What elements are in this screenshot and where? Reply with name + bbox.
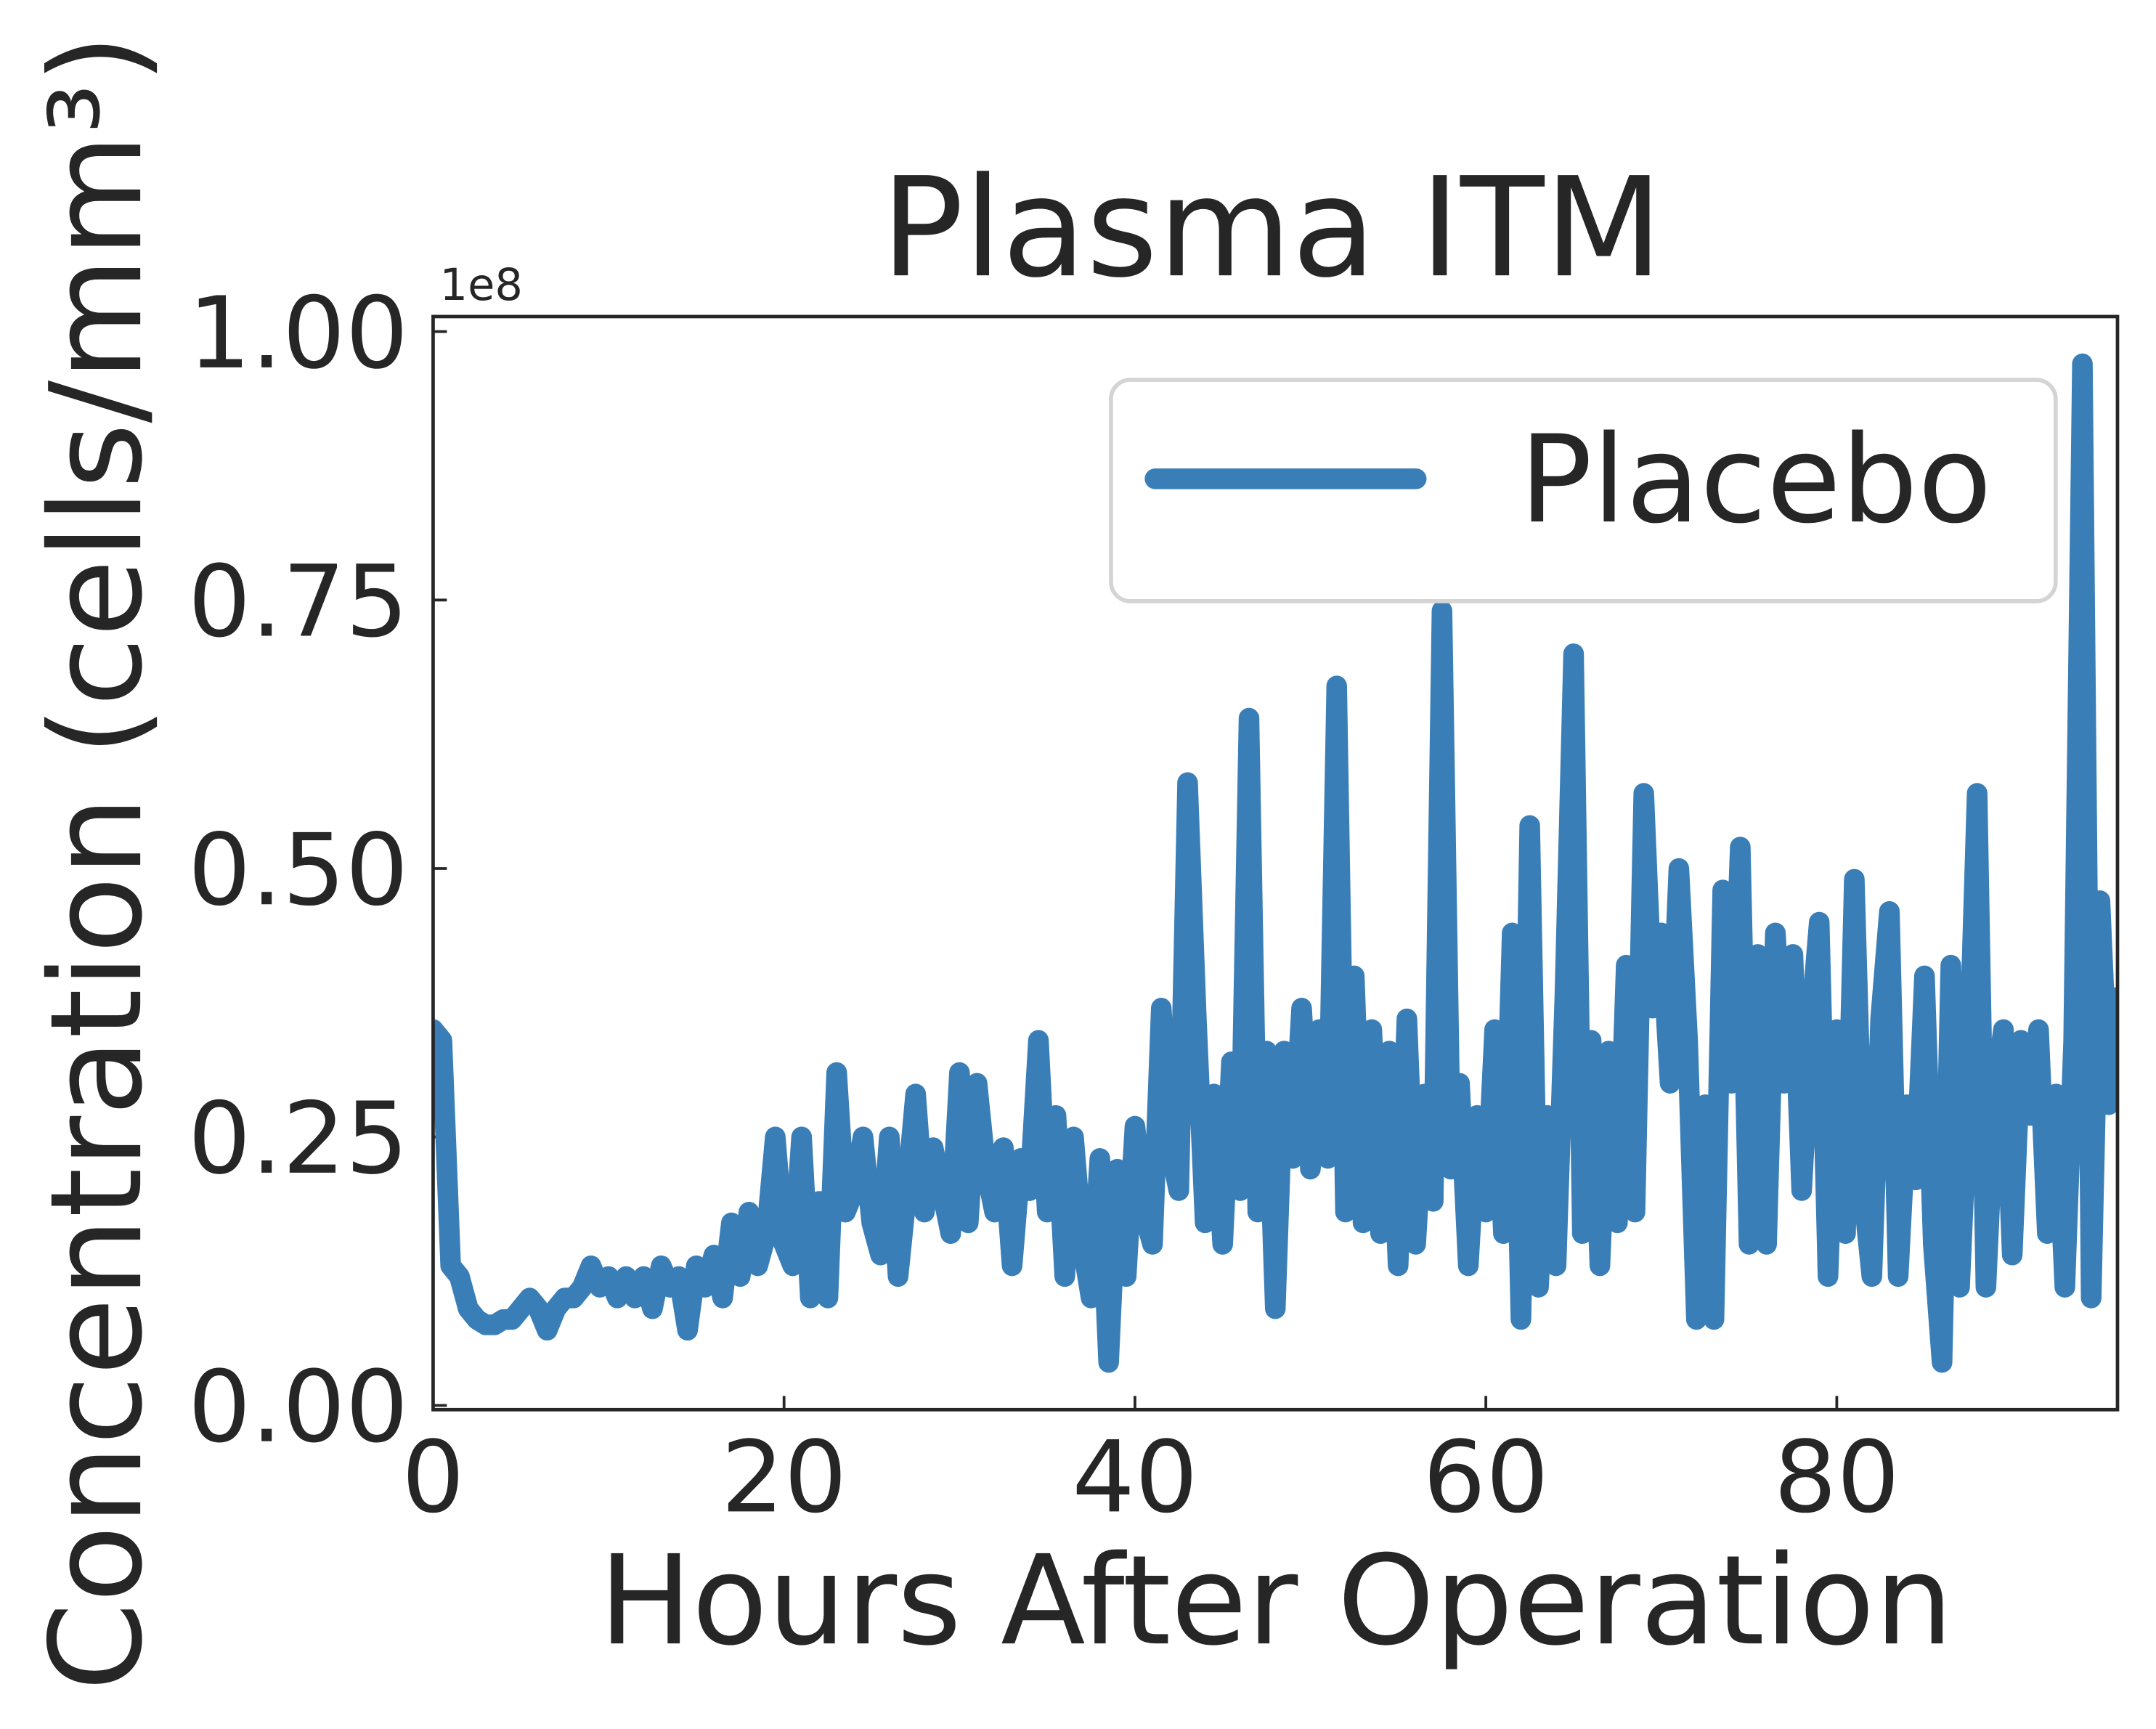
- data-line: [433, 353, 2118, 1373]
- y-tick-label: 1.00: [188, 276, 409, 391]
- plot-frame: [431, 314, 2120, 1412]
- chart-title: Plasma ITM: [881, 147, 1663, 308]
- legend-label: Placebo: [1519, 410, 1992, 550]
- y-tick-label: 0.25: [188, 1081, 409, 1197]
- x-tick-label: 40: [1072, 1420, 1197, 1535]
- x-tick-label: 20: [721, 1420, 847, 1535]
- legend: Placebo: [1109, 378, 2058, 603]
- y-tick-label: 0.00: [188, 1350, 409, 1465]
- y-tick-label: 0.75: [188, 545, 409, 660]
- y-axis-label: Concentration (cells/mm³): [23, 34, 171, 1691]
- y-tick-label: 0.50: [188, 813, 409, 928]
- x-axis-label: Hours After Operation: [599, 1529, 1953, 1673]
- x-tick-label: 0: [402, 1420, 465, 1535]
- offset-label: 1e8: [440, 260, 523, 311]
- legend-box: [1109, 378, 2058, 603]
- x-tick-label: 80: [1774, 1420, 1900, 1535]
- x-tick-label: 60: [1423, 1420, 1548, 1535]
